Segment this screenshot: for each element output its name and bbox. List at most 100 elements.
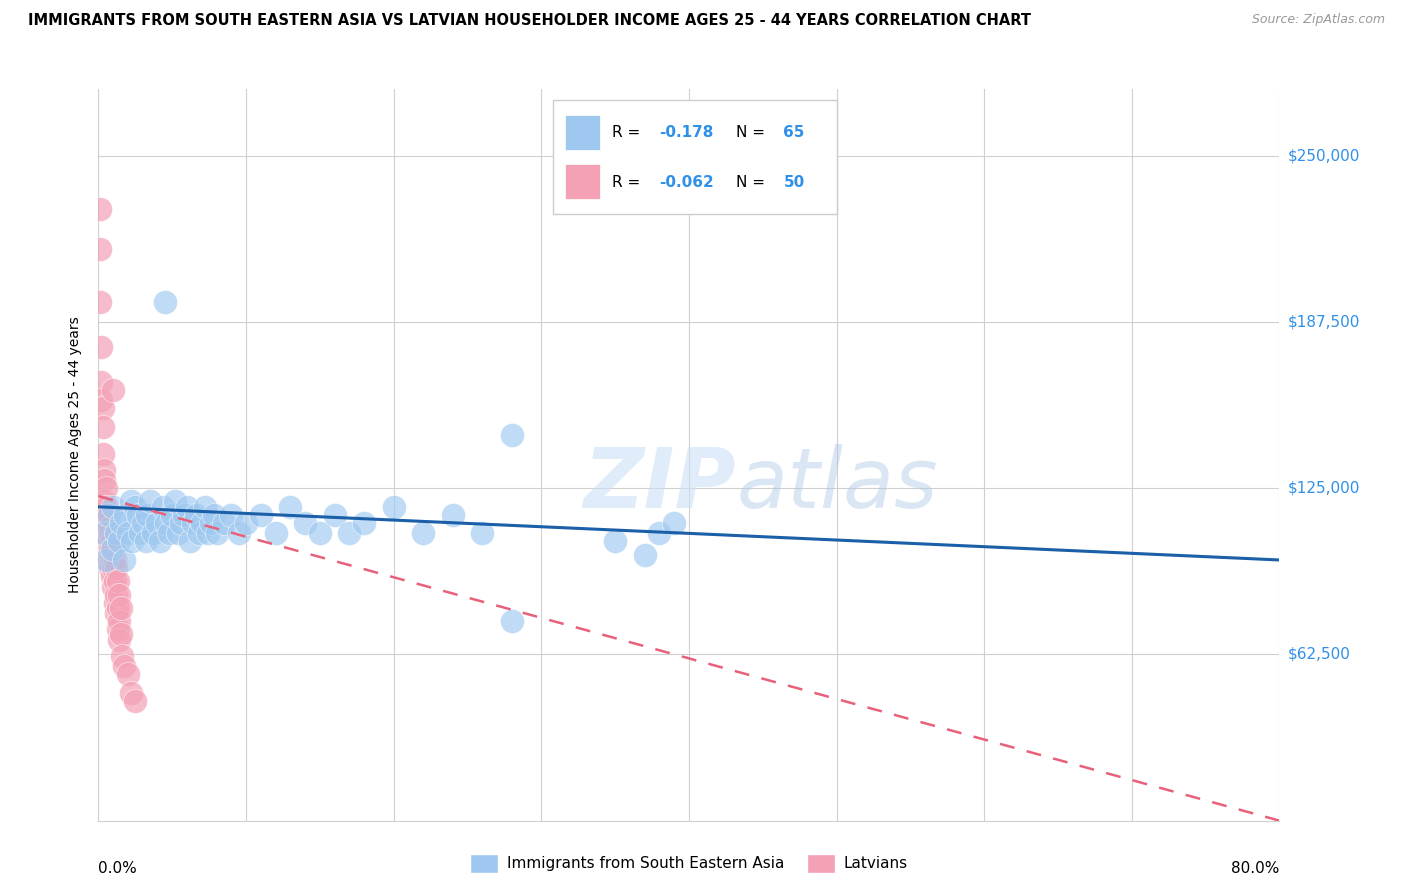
- Point: [107, 622, 129, 636]
- Point: [155, 516, 177, 530]
- Point: [89, 242, 111, 256]
- Text: -0.178: -0.178: [659, 125, 714, 140]
- Point: [97, 534, 120, 549]
- Point: [96, 508, 118, 522]
- Point: [97, 521, 120, 535]
- Point: [235, 516, 257, 530]
- Text: $62,500: $62,500: [1288, 647, 1351, 662]
- Point: [104, 574, 127, 589]
- Point: [176, 500, 198, 514]
- Point: [250, 508, 273, 522]
- Point: [111, 648, 134, 663]
- Point: [90, 393, 112, 408]
- Point: [135, 534, 157, 549]
- Point: [648, 526, 671, 541]
- Point: [170, 516, 193, 530]
- Point: [120, 686, 142, 700]
- Point: [353, 516, 375, 530]
- Point: [228, 526, 250, 541]
- Point: [94, 481, 117, 495]
- Point: [337, 526, 360, 541]
- Point: [117, 667, 139, 681]
- Point: [100, 542, 122, 557]
- Point: [173, 508, 195, 522]
- Point: [441, 508, 464, 522]
- Point: [633, 548, 655, 562]
- Point: [108, 534, 131, 549]
- Point: [100, 569, 122, 583]
- Point: [112, 553, 135, 567]
- Point: [382, 500, 405, 514]
- Text: -0.062: -0.062: [659, 175, 714, 190]
- Point: [91, 401, 114, 416]
- Point: [93, 473, 115, 487]
- Point: [97, 553, 120, 567]
- Point: [91, 526, 114, 541]
- Point: [93, 462, 115, 476]
- Point: [179, 534, 201, 549]
- Point: [100, 534, 122, 549]
- Point: [294, 516, 316, 530]
- Point: [107, 574, 129, 589]
- Point: [139, 494, 162, 508]
- Point: [105, 526, 128, 541]
- FancyBboxPatch shape: [553, 100, 837, 213]
- Point: [103, 383, 125, 397]
- Point: [157, 526, 180, 541]
- Point: [108, 614, 131, 628]
- Point: [124, 694, 146, 708]
- Point: [202, 508, 225, 522]
- Text: Source: ZipAtlas.com: Source: ZipAtlas.com: [1251, 13, 1385, 27]
- Point: [471, 526, 494, 541]
- Point: [98, 526, 121, 541]
- Point: [96, 526, 118, 541]
- Point: [90, 340, 112, 354]
- Point: [200, 516, 222, 530]
- Text: N =: N =: [737, 175, 770, 190]
- Text: $250,000: $250,000: [1288, 148, 1360, 163]
- Text: 65: 65: [783, 125, 804, 140]
- Point: [120, 494, 142, 508]
- Point: [323, 508, 346, 522]
- Point: [664, 516, 686, 530]
- Point: [127, 508, 149, 522]
- Y-axis label: Householder Income Ages 25 - 44 years: Householder Income Ages 25 - 44 years: [67, 317, 82, 593]
- Point: [128, 526, 150, 541]
- Point: [197, 526, 219, 541]
- Point: [91, 447, 114, 461]
- Point: [112, 659, 135, 673]
- Point: [107, 600, 129, 615]
- Point: [104, 553, 127, 567]
- Point: [94, 500, 117, 514]
- Point: [205, 526, 228, 541]
- Point: [278, 500, 302, 514]
- Point: [98, 561, 121, 575]
- Point: [121, 534, 143, 549]
- Point: [108, 588, 131, 602]
- Point: [103, 542, 125, 557]
- Text: R =: R =: [612, 125, 645, 140]
- Text: atlas: atlas: [737, 443, 938, 524]
- Point: [187, 526, 209, 541]
- Point: [167, 526, 190, 541]
- Point: [105, 588, 128, 602]
- Text: IMMIGRANTS FROM SOUTH EASTERN ASIA VS LATVIAN HOUSEHOLDER INCOME AGES 25 - 44 YE: IMMIGRANTS FROM SOUTH EASTERN ASIA VS LA…: [28, 13, 1031, 29]
- Point: [309, 526, 332, 541]
- Text: 80.0%: 80.0%: [1232, 861, 1279, 876]
- Text: N =: N =: [737, 125, 770, 140]
- Point: [212, 516, 235, 530]
- Point: [89, 202, 111, 216]
- Point: [124, 500, 146, 514]
- Point: [103, 561, 125, 575]
- Point: [132, 516, 155, 530]
- Point: [94, 553, 117, 567]
- Point: [605, 534, 627, 549]
- Point: [110, 516, 132, 530]
- Point: [136, 508, 159, 522]
- Point: [114, 508, 136, 522]
- Point: [110, 600, 132, 615]
- Point: [105, 606, 128, 620]
- Point: [103, 580, 125, 594]
- Legend: Immigrants from South Eastern Asia, Latvians: Immigrants from South Eastern Asia, Latv…: [464, 848, 914, 879]
- Text: $187,500: $187,500: [1288, 315, 1360, 329]
